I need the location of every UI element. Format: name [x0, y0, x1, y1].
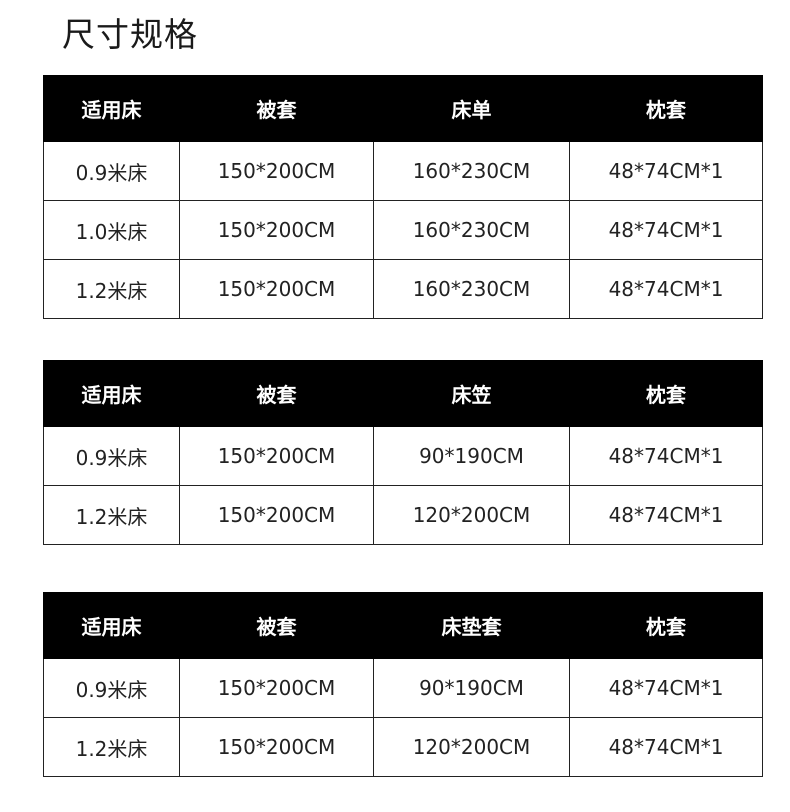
table-cell: 90*190CM [373, 426, 570, 486]
page-title: 尺寸规格 [62, 15, 198, 54]
column-header: 床单 [373, 75, 570, 142]
table-cell: 160*230CM [373, 259, 570, 319]
table-cell: 48*74CM*1 [569, 485, 763, 545]
column-header: 适用床 [43, 592, 180, 659]
table-cell: 48*74CM*1 [569, 658, 763, 718]
column-header: 床垫套 [373, 592, 570, 659]
table-cell: 160*230CM [373, 141, 570, 201]
table-cell: 1.2米床 [43, 259, 180, 319]
table-cell: 48*74CM*1 [569, 141, 763, 201]
table-cell: 150*200CM [179, 426, 374, 486]
table-cell: 150*200CM [179, 200, 374, 260]
table-cell: 48*74CM*1 [569, 717, 763, 777]
table-cell: 1.2米床 [43, 717, 180, 777]
table-cell: 1.0米床 [43, 200, 180, 260]
table-cell: 120*200CM [373, 717, 570, 777]
table-cell: 0.9米床 [43, 141, 180, 201]
table-header-row: 适用床 被套 床垫套 枕套 [43, 592, 763, 659]
table-cell: 0.9米床 [43, 658, 180, 718]
column-header: 被套 [179, 360, 374, 427]
column-header: 床笠 [373, 360, 570, 427]
table-row: 0.9米床 150*200CM 90*190CM 48*74CM*1 [43, 426, 763, 486]
table-cell: 48*74CM*1 [569, 426, 763, 486]
table-row: 1.2米床 150*200CM 120*200CM 48*74CM*1 [43, 485, 763, 545]
table-cell: 1.2米床 [43, 485, 180, 545]
table-row: 1.2米床 150*200CM 160*230CM 48*74CM*1 [43, 259, 763, 319]
table-cell: 0.9米床 [43, 426, 180, 486]
table-cell: 48*74CM*1 [569, 200, 763, 260]
column-header: 被套 [179, 75, 374, 142]
table-cell: 160*230CM [373, 200, 570, 260]
column-header: 枕套 [569, 75, 763, 142]
table-cell: 150*200CM [179, 717, 374, 777]
table-row: 0.9米床 150*200CM 160*230CM 48*74CM*1 [43, 141, 763, 201]
table-row: 0.9米床 150*200CM 90*190CM 48*74CM*1 [43, 658, 763, 718]
size-table-2: 适用床 被套 床笠 枕套 0.9米床 150*200CM 90*190CM 48*74CM*1… [43, 360, 763, 545]
table-row: 1.2米床 150*200CM 120*200CM 48*74CM*1 [43, 717, 763, 777]
table-cell: 150*200CM [179, 485, 374, 545]
table-cell: 48*74CM*1 [569, 259, 763, 319]
column-header: 枕套 [569, 360, 763, 427]
table-cell: 150*200CM [179, 259, 374, 319]
table-row: 1.0米床 150*200CM 160*230CM 48*74CM*1 [43, 200, 763, 260]
size-table-1: 适用床 被套 床单 枕套 0.9米床 150*200CM 160*230CM 48*74CM*… [43, 75, 763, 319]
table-cell: 150*200CM [179, 658, 374, 718]
column-header: 适用床 [43, 75, 180, 142]
table-cell: 150*200CM [179, 141, 374, 201]
column-header: 被套 [179, 592, 374, 659]
table-cell: 90*190CM [373, 658, 570, 718]
table-cell: 120*200CM [373, 485, 570, 545]
column-header: 适用床 [43, 360, 180, 427]
table-header-row: 适用床 被套 床笠 枕套 [43, 360, 763, 427]
size-table-3: 适用床 被套 床垫套 枕套 0.9米床 150*200CM 90*190CM 48*74CM*… [43, 592, 763, 777]
column-header: 枕套 [569, 592, 763, 659]
table-header-row: 适用床 被套 床单 枕套 [43, 75, 763, 142]
